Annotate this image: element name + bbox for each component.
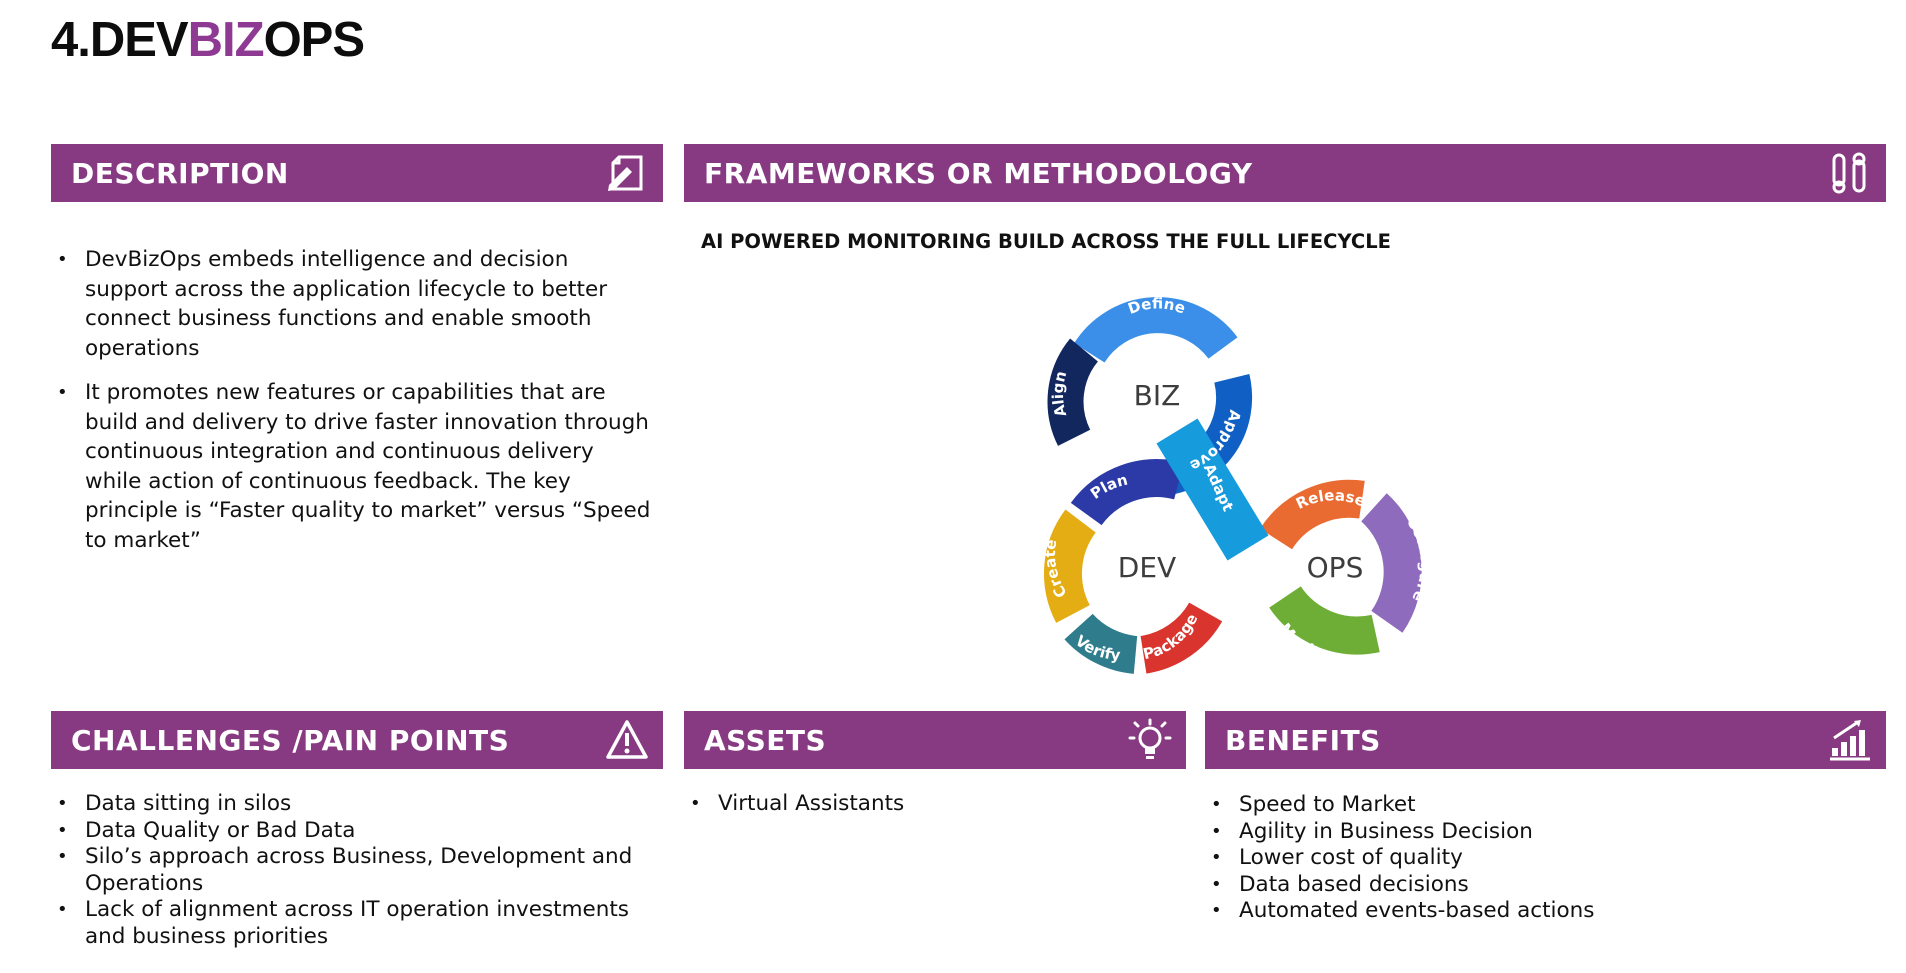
description-list: DevBizOps embeds intelligence and decisi… [51,245,651,570]
segment-verify [1064,613,1138,674]
description-heading: DESCRIPTION [71,156,289,190]
list-item: Lower cost of quality [1205,845,1845,872]
list-item: Data sitting in silos [51,791,651,818]
lightbulb-icon [1128,718,1172,759]
list-item: Virtual Assistants [684,791,1164,818]
devbizops-lifecycle-diagram: BIZ DEV OPS Define Approve Align Plan Cr… [1041,294,1435,674]
title-suffix: OPS [263,13,365,67]
list-item: Automated events-based actions [1205,898,1845,925]
list-item: Speed to Market [1205,792,1845,819]
segment-package [1139,601,1223,674]
frameworks-header: FRAMEWORKS OR METHODOLOGY [684,144,1886,202]
list-item: Agility in Business Decision [1205,819,1845,846]
segment-define [1074,297,1238,364]
list-item: Silo’s approach across Business, Develop… [51,844,651,897]
frameworks-subheading: AI POWERED MONITORING BUILD ACROSS THE F… [701,230,1391,253]
segment-adapt [1156,418,1269,561]
segment-label-define: Define [1126,294,1188,317]
assets-header: ASSETS [684,711,1186,769]
loop-label-dev: DEV [1118,551,1176,584]
segment-configure [1360,493,1422,633]
segment-release [1259,479,1365,550]
benefits-list: Speed to Market Agility in Business Deci… [1205,792,1845,925]
assets-heading: ASSETS [704,723,827,757]
list-item: Lack of alignment across IT operation in… [51,897,651,950]
title-prefix: 4.DEV [51,13,189,67]
loop-label-ops: OPS [1307,551,1364,584]
description-header: DESCRIPTION [51,144,663,202]
document-pen-icon [608,155,643,191]
list-item: DevBizOps embeds intelligence and decisi… [51,245,651,363]
title-accent: BIZ [187,13,265,67]
segment-create [1044,509,1097,623]
warning-icon [606,720,648,759]
bar-chart-growth-icon [1830,720,1870,761]
frameworks-heading: FRAMEWORKS OR METHODOLOGY [704,156,1253,190]
segment-monitor [1269,585,1380,655]
list-item: Data Quality or Bad Data [51,818,651,845]
workflow-icon [1832,152,1866,194]
list-item: Data based decisions [1205,872,1845,899]
challenges-heading: CHALLENGES /PAIN POINTS [71,723,510,757]
loop-label-biz: BIZ [1134,379,1181,412]
benefits-header: BENEFITS [1205,711,1886,769]
segment-align [1047,338,1099,446]
benefits-heading: BENEFITS [1225,723,1381,757]
page-title: 4.DEVBIZOPS [51,12,365,68]
challenges-list: Data sitting in silos Data Quality or Ba… [51,791,651,951]
segment-plan [1070,459,1184,526]
list-item: It promotes new features or capabilities… [51,378,651,555]
assets-list: Virtual Assistants [684,791,1164,818]
challenges-header: CHALLENGES /PAIN POINTS [51,711,663,769]
